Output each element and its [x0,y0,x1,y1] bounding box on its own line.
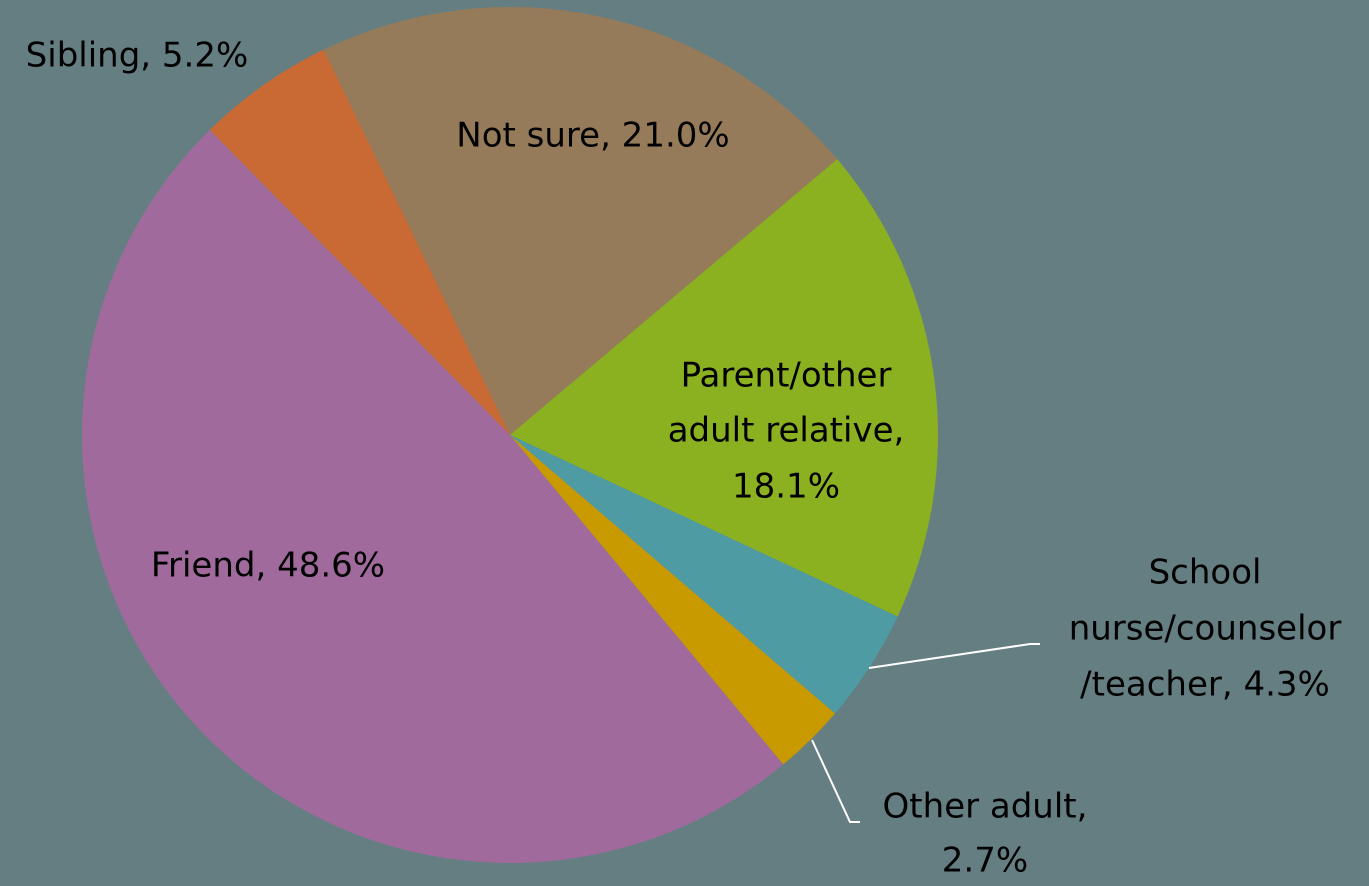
data-label: Other adult, [883,787,1088,827]
leader-line [811,739,860,823]
leader-line [868,643,1040,669]
pie-slice [323,6,838,436]
pie-slice [510,159,939,617]
pie-slice [510,435,835,765]
data-label: Friend, 48.6% [151,546,385,586]
data-label: /teacher, 4.3% [1080,665,1330,705]
data-label: 2.7% [942,841,1028,881]
data-label: Parent/other [681,356,892,396]
pie-slice [209,49,510,435]
data-label: 18.1% [732,467,840,507]
data-label: adult relative, [668,411,905,451]
data-label: School [1149,553,1262,593]
data-label: Sibling, 5.2% [26,36,249,76]
pie-slice [82,129,784,863]
data-label: Not sure, 21.0% [456,116,729,156]
data-label: nurse/counselor [1069,609,1342,649]
pie-slice [510,435,898,714]
